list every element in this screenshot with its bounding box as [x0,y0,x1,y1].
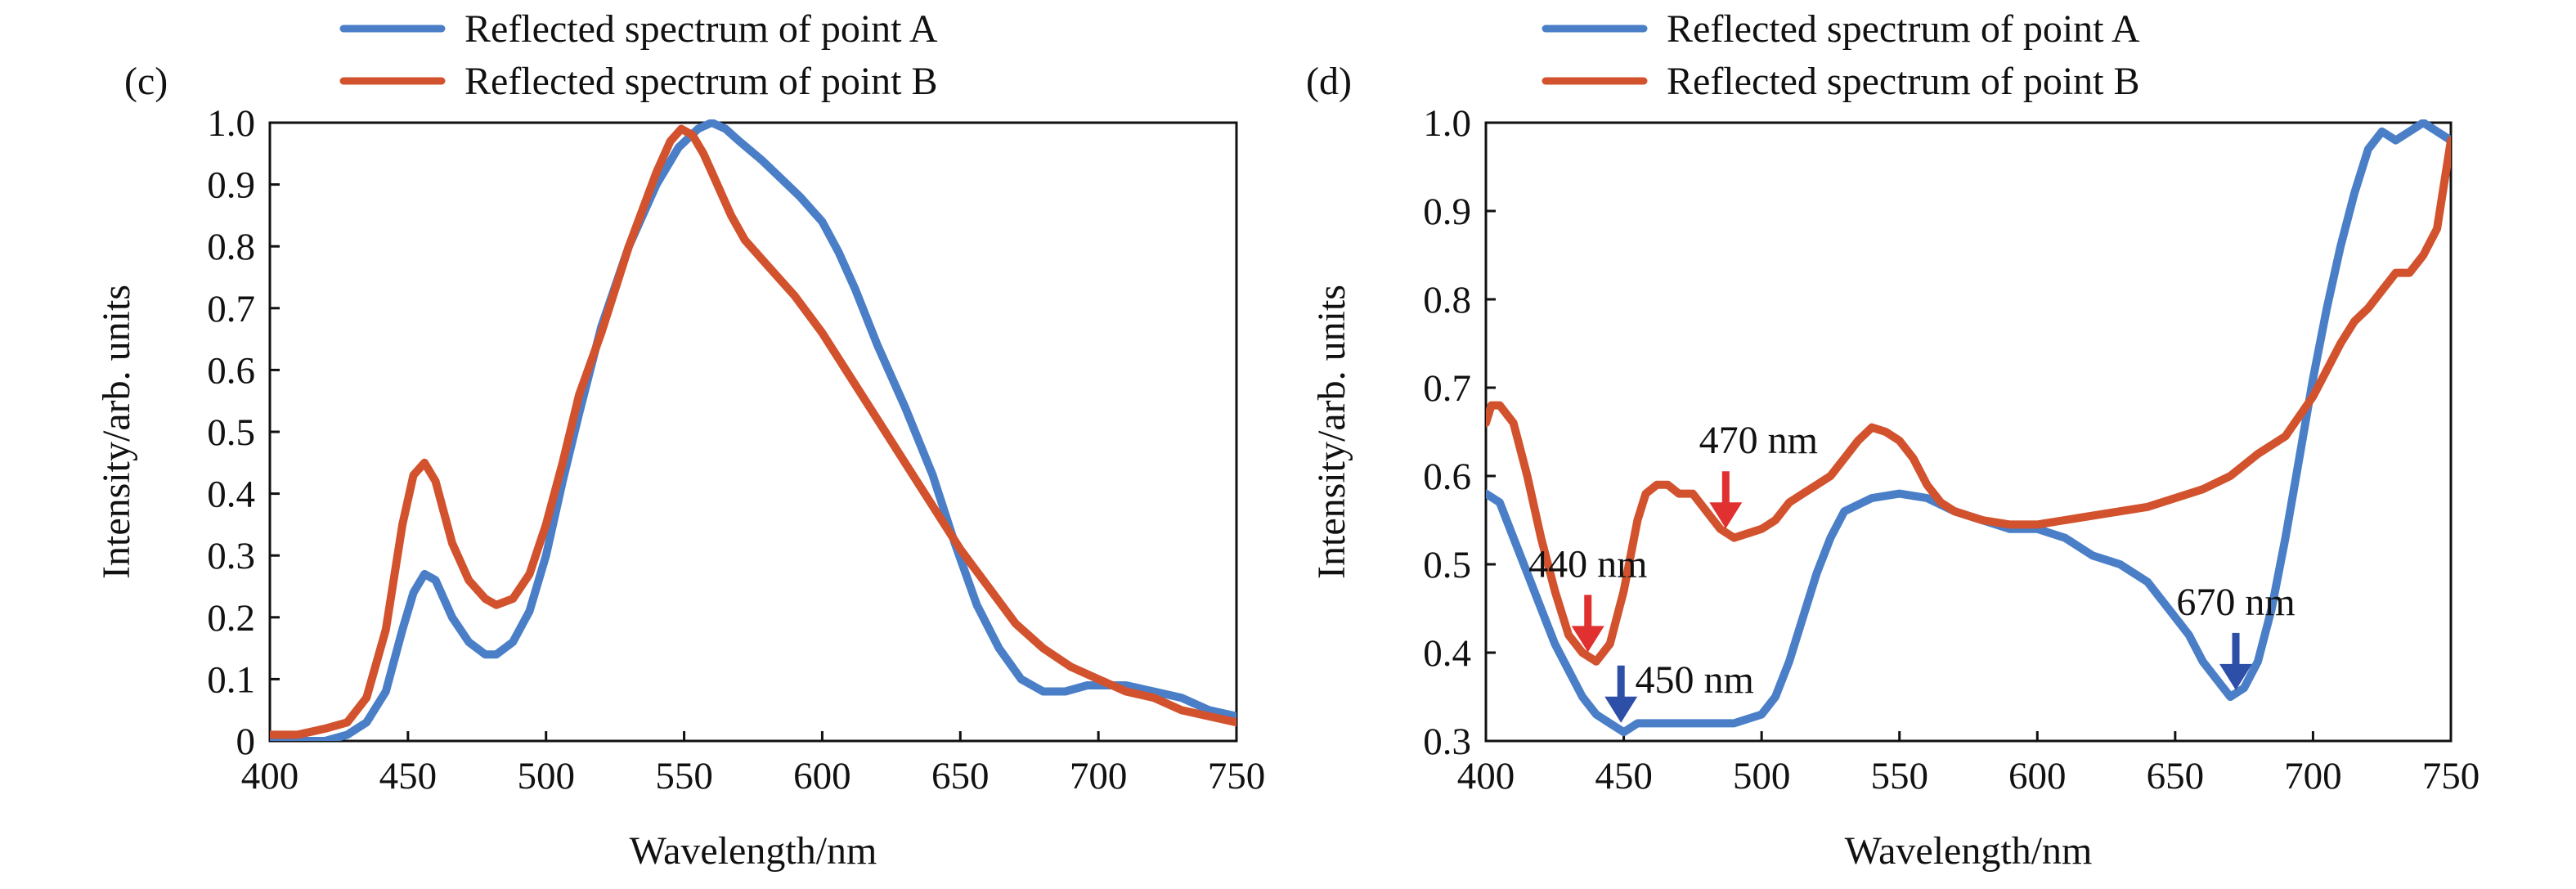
series-line-point-a [1486,119,2451,737]
annotation-label: 440 nm [1528,542,1647,586]
legend-label-point-b: Reflected spectrum of point B [1667,60,2140,103]
legend-label-point-a: Reflected spectrum of point A [464,7,938,51]
y-tick-label: 0.5 [207,411,255,454]
y-tick-label: 0.3 [207,535,255,577]
y-tick-label: 1.0 [1423,102,1471,145]
series-line-point-a [270,119,1236,741]
panel-label: (d) [1306,60,1352,103]
legend-label-point-b: Reflected spectrum of point B [464,60,938,103]
x-tick-label: 500 [517,755,575,797]
series-line-point-b [270,124,1236,739]
y-tick-label: 0.7 [207,288,255,330]
y-tick-label: 0.1 [207,658,255,701]
y-tick-label: 0.4 [207,474,255,516]
y-axis-title: Intensity/arb. units [95,285,138,579]
x-tick-label: 450 [379,755,438,797]
x-tick-label: 550 [655,755,713,797]
y-tick-label: 0.5 [1423,544,1471,586]
y-axis-title: Intensity/arb. units [1310,285,1353,579]
annotation-arrow-head [1604,696,1638,723]
panel-label: (c) [124,60,168,103]
y-tick-label: 0.8 [1423,279,1471,321]
series-group [1486,119,2451,737]
annotation-label: 470 nm [1699,419,1818,462]
y-tick-label: 0.3 [1423,721,1471,763]
y-tick-label: 0 [236,721,256,763]
y-tick-label: 0.4 [1423,632,1471,675]
y-tick-label: 0.6 [1423,456,1471,498]
y-tick-label: 0.2 [207,597,255,640]
x-tick-label: 700 [2284,755,2342,797]
series-group [270,119,1236,741]
x-tick-label: 400 [1457,755,1515,797]
x-tick-label: 700 [1070,755,1128,797]
y-tick-label: 0.8 [207,226,255,268]
x-tick-label: 400 [241,755,299,797]
chart-panel-c: 400 450 500 550 600 650 700 750 0 0.1 0.2 0.3 0.4 0.5… [95,7,1265,873]
plot-frame [268,121,1238,743]
annotation-label: 670 nm [2176,581,2295,624]
plot-frame [1484,121,2453,743]
x-axis-title: Wavelength/nm [630,829,877,873]
x-tick-label: 750 [2422,755,2480,797]
legend-label-point-a: Reflected spectrum of point A [1667,7,2140,51]
annotation-label: 450 nm [1636,658,1754,702]
y-tick-label: 0.9 [1423,191,1471,233]
x-tick-label: 650 [2147,755,2205,797]
annotation-arrow-head [1709,502,1743,529]
annotation-arrow-head [1571,626,1604,653]
series-line-point-b [1486,136,2451,666]
x-tick-label: 450 [1595,755,1653,797]
annotation-arrow-head [2219,663,2253,690]
x-tick-label: 500 [1733,755,1791,797]
x-tick-label: 650 [931,755,990,797]
y-tick-label: 0.6 [207,349,255,392]
x-axis-title: Wavelength/nm [1845,829,2093,873]
y-tick-label: 0.7 [1423,367,1471,410]
x-tick-label: 550 [1870,755,1928,797]
y-tick-label: 0.9 [207,164,255,207]
chart-panel-d: 400 450 500 550 600 650 700 750 0.3 0.4 0.5 0.6 0.7 0… [1306,7,2480,873]
x-tick-label: 600 [793,755,851,797]
x-tick-label: 750 [1208,755,1266,797]
x-tick-label: 600 [2008,755,2067,797]
y-tick-label: 1.0 [207,102,255,145]
